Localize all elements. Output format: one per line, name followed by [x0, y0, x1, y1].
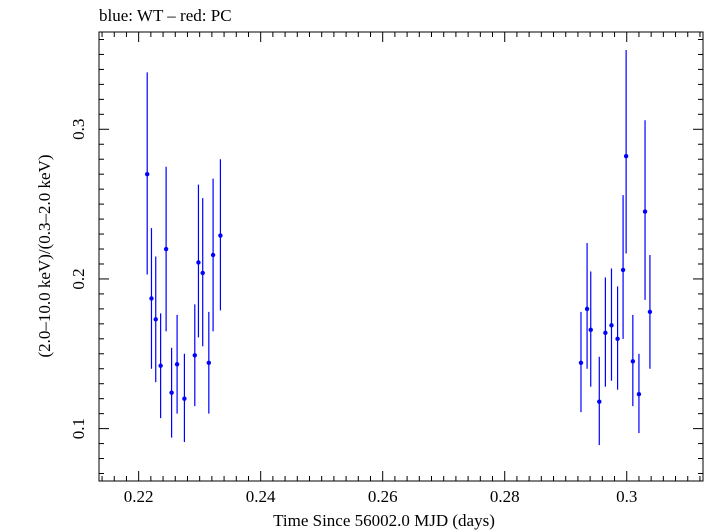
y-tick-label: 0.2 [69, 268, 88, 289]
data-point [588, 327, 593, 333]
data-point [623, 154, 629, 159]
plot-frame [98, 31, 704, 482]
data-point [636, 391, 642, 397]
data-point [603, 330, 608, 336]
data-point [196, 260, 201, 265]
data-point [192, 353, 197, 358]
data-point [210, 252, 216, 258]
data-point [597, 399, 602, 404]
x-tick-label: 0.22 [124, 487, 154, 506]
data-point [206, 360, 212, 365]
data-point [163, 246, 169, 252]
data-point [578, 360, 584, 365]
data-point [620, 267, 626, 273]
data-point [218, 233, 223, 238]
x-tick-label: 0.28 [490, 487, 520, 506]
data-point [609, 323, 614, 328]
data-point [144, 171, 150, 177]
data-point [615, 336, 620, 342]
y-tick-label: 0.1 [69, 418, 88, 439]
data-point [642, 209, 648, 214]
data-point [149, 296, 154, 301]
data-point [200, 270, 205, 276]
data-point [153, 317, 158, 322]
data-point [584, 306, 590, 312]
x-tick-label: 0.24 [246, 487, 276, 506]
data-point [647, 309, 653, 315]
x-axis-label: Time Since 56002.0 MJD (days) [273, 511, 495, 530]
x-tick-label: 0.26 [368, 487, 398, 506]
y-tick-label: 0.3 [69, 119, 88, 140]
data-point [158, 363, 163, 368]
axis-tick-labels: 0.22 0.24 0.26 0.28 0.3 0.1 0.2 0.3 [69, 119, 637, 506]
data-point [174, 362, 180, 367]
data-series [144, 49, 653, 446]
chart-title: blue: WT – red: PC [99, 6, 232, 25]
data-point [182, 396, 187, 401]
axis-ticks [99, 32, 703, 481]
y-axis-label: (2.0–10.0 keV)/(0.3–2.0 keV) [35, 154, 54, 357]
x-tick-label: 0.3 [616, 487, 637, 506]
data-point [630, 359, 636, 364]
data-point [169, 390, 174, 395]
